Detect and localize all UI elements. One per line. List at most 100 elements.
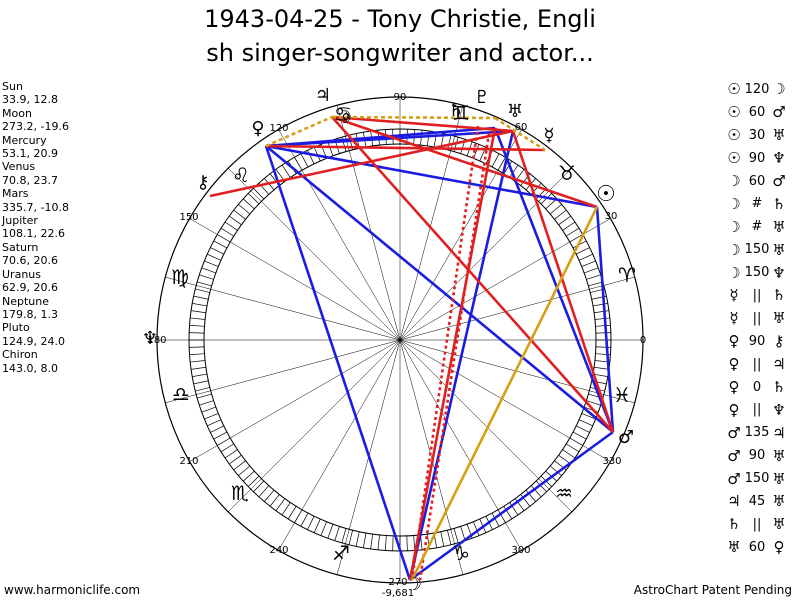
sign-spoke [227,339,401,513]
position-name: Jupiter [2,214,38,228]
degree-tick [334,526,340,541]
gemini-icon: ♊ [452,101,470,125]
aspect-line-gold-dotted [494,116,546,152]
degree-tick [594,317,610,320]
degree-tick [595,346,611,348]
degree-tick [229,454,242,465]
chart-title-line2: sh singer-songwriter and actor... [206,39,594,67]
degree-tick [189,324,205,327]
sign-spoke [399,339,573,513]
position-value: 273.2, -19.6 [2,120,69,134]
aspect-angle: 135 [744,425,770,441]
degree-tick [233,209,246,220]
aspect-line-red [265,144,546,152]
degree-tick [509,502,519,516]
degree-tick [520,494,531,507]
sign-spoke [189,339,401,462]
degree-tick [189,332,205,334]
aspect-planet-icon: ♃ [772,423,786,442]
degree-tick [220,443,234,453]
aspect-row: ☿ || ♄ [724,284,788,307]
aspect-planet-icon: ♅ [772,446,786,465]
position-name: Sun [2,80,23,93]
position-value: 62.9, 20.6 [2,281,58,295]
aspect-row: ♂ 150 ♅ [724,467,788,490]
aspect-planet-icon: ☽ [727,240,741,259]
position-name: Uranus [2,267,41,281]
aspect-planet-icon: ♀ [728,355,740,374]
sign-spoke [399,339,611,462]
degree-tick [581,260,596,267]
taurus-icon: ♉ [558,161,576,185]
degree-tick [193,380,209,385]
degree-tick [189,353,205,356]
position-value: 124.9, 24.0 [2,334,65,348]
aspect-planet-icon: ♄ [727,515,741,534]
degree-tick [192,303,208,307]
aspect-angle: 0 [752,379,762,395]
sign-spoke [399,339,522,551]
degree-tick [247,475,260,487]
degree-tick [224,221,238,231]
aspect-angle: 60 [748,173,766,189]
degree-tick [592,373,608,377]
patent-notice: AstroChart Patent Pending [633,583,792,597]
scorpio-icon: ♏ [231,481,249,505]
degree-tick [384,535,387,551]
sign-spoke [399,339,635,404]
moon-icon: ☽ [336,107,352,128]
aspect-planet-icon: ♀ [728,332,740,351]
degree-tick [586,274,601,280]
aspect-planet-icon: ☉ [727,126,741,145]
aspect-planet-icon: ♅ [727,538,741,557]
bottom-value: -9,681 [382,588,414,599]
aspect-planet-icon: ♆ [772,149,786,168]
degree-tick [549,204,562,215]
aspect-line-gold-dotted [331,115,496,120]
degree-tick [204,260,219,267]
aspect-row: ♄ || ♅ [724,513,788,536]
degree-label: 330 [602,456,621,467]
aspect-angle: # [751,219,763,235]
degree-label: 300 [511,545,530,556]
degree-label: 240 [269,545,288,556]
aspect-line-red [331,115,598,209]
degree-tick [594,310,609,314]
aspect-line-blue [265,144,598,209]
aspect-line-red-dotted [410,125,480,581]
aspect-planet-icon: ♄ [772,194,786,213]
aspect-planet-icon: ⚷ [773,332,785,351]
aspect-planet-icon: ♅ [772,126,786,145]
sun-icon: ☉ [596,182,616,207]
degree-tick [509,164,519,178]
degree-label: 150 [179,212,198,223]
saturn-icon: ♄ [448,100,464,121]
aspect-planet-icon: ☿ [729,309,739,328]
libra-icon: ♎ [172,382,190,406]
aspect-angle: 120 [744,81,770,97]
mars-icon: ♂ [618,427,634,448]
aspect-angle: # [751,196,763,212]
aspect-planet-icon: ♂ [727,469,741,488]
position-value: 179.8, 1.3 [2,307,58,321]
aspect-angle: || [752,310,762,326]
degree-tick [584,267,599,274]
neptune-icon: ♆ [142,328,158,349]
degree-tick [247,193,260,205]
degree-tick [199,274,214,280]
aspect-planet-icon: ♆ [772,263,786,282]
sign-spoke [165,276,401,341]
degree-tick [447,530,452,545]
website-link[interactable]: www.harmoniclife.com [4,583,141,597]
degree-tick [440,531,445,547]
aspect-lines [209,115,615,582]
degree-tick [503,506,513,520]
cancer-icon: ♋ [334,102,352,126]
degree-tick [453,528,459,543]
degree-tick [370,534,374,549]
degree-tick [558,215,571,226]
degree-tick [210,247,224,255]
aspect-line-blue [595,206,615,433]
degree-tick [473,521,480,536]
aspect-line-blue [408,130,515,581]
